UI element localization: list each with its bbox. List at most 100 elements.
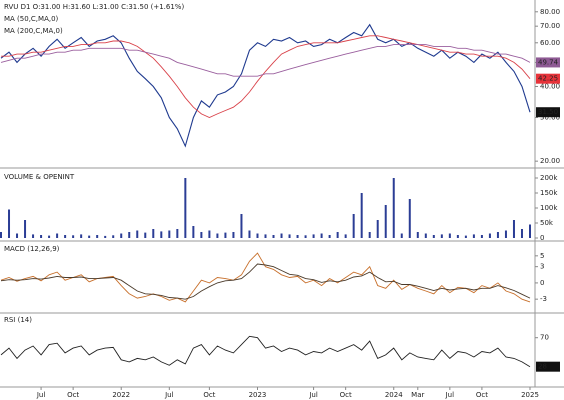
y-tick-label: 60.00 [540,39,560,47]
volume-bar [248,230,251,238]
volume-bar [56,233,59,238]
volume-bar [520,229,523,238]
volume-bar [360,193,363,238]
y-tick-label: 30.00 [540,113,560,121]
volume-bar [152,229,155,238]
volume-bar [480,235,483,238]
last-value-box [536,73,560,84]
volume-bar [80,234,83,238]
series-line [1,35,531,118]
volume-bar [40,235,43,238]
volume-bar [472,234,475,238]
volume-bar [440,234,443,238]
volume-bar [160,231,163,238]
volume-bar [136,230,139,238]
series-line [0,44,531,77]
x-tick-label: Mar [411,391,424,399]
volume-bar [112,235,115,238]
volume-bar [176,229,179,238]
volume-bar [384,205,387,238]
series-line [0,335,531,368]
volume-bar [72,235,75,238]
volume-bar [48,235,51,238]
volume-bar [8,209,11,238]
y-tick-label: 70.00 [540,22,560,30]
volume-bar [272,235,275,238]
y-tick-label: 5 [540,252,544,260]
volume-bar [288,234,291,238]
volume-bar [400,233,403,238]
volume-bar [312,234,315,238]
volume-bar [376,220,379,238]
y-tick-label: 3 [540,263,544,271]
y-tick-label: 70 [540,334,549,342]
volume-bar [192,226,195,238]
x-tick-label: 2024 [385,391,403,399]
volume-bar [352,214,355,238]
series-line [0,252,531,303]
volume-bar [456,235,459,238]
volume-bar [32,234,35,238]
volume-bar [488,233,491,238]
volume-bar [368,232,371,238]
volume-bar [512,220,515,238]
volume-bar [240,214,243,238]
last-value-label: 31.50 [538,108,558,116]
volume-bar [344,234,347,238]
x-tick-label: Oct [67,391,79,399]
panel-title: MACD (12,26,9) [4,245,60,253]
last-value-label: 49.74 [538,58,559,66]
x-tick-label: Jul [308,391,318,399]
panel-title: RVU D1 O:31.00 H:31.60 L:31.00 C:31.50 (… [4,3,184,11]
y-tick-label: 80.00 [540,8,560,16]
volume-bar [296,235,299,238]
volume-bar [408,199,411,238]
x-tick-label: Jul [445,391,455,399]
x-tick-label: 2025 [521,391,539,399]
volume-bar [0,232,2,238]
last-value-box [536,57,560,68]
y-tick-label: 150k [540,189,558,197]
volume-bar [424,233,427,238]
volume-bar [464,235,467,238]
last-value-box [536,361,560,372]
y-tick-label: 20.00 [540,157,560,165]
volume-bar [184,178,187,238]
volume-bar [216,233,219,238]
volume-bar [336,232,339,238]
series-line [0,263,531,300]
volume-bar [24,220,27,238]
volume-bar [96,235,99,238]
volume-bar [304,235,307,238]
x-tick-label: Oct [203,391,215,399]
y-tick-label: 40.00 [540,82,560,90]
volume-bar [128,232,131,238]
volume-bar [104,235,107,238]
y-tick-label: 50k [540,219,554,227]
volume-bar [88,235,91,238]
y-tick-label: 200k [540,174,558,182]
legend-entry: MA (200,C,MA,0) [4,27,63,35]
volume-bar [208,230,211,238]
volume-bar [144,232,147,238]
y-tick-label: -3 [540,295,547,303]
volume-bar [496,232,499,238]
last-value-label: 42.25 [538,75,558,83]
panel-title: RSI (14) [4,316,32,324]
y-tick-label: 100k [540,204,558,212]
volume-bar [168,230,171,238]
volume-bar [120,233,123,238]
volume-bar [64,235,67,238]
volume-bar [320,233,323,238]
x-tick-label: Oct [476,391,488,399]
x-tick-label: Jul [164,391,174,399]
x-tick-label: 2023 [249,391,267,399]
volume-bar [448,233,451,238]
volume-bar [432,235,435,238]
volume-bar [232,232,235,238]
volume-bar [504,230,507,238]
volume-bar [256,233,259,238]
x-tick-label: Jul [36,391,46,399]
